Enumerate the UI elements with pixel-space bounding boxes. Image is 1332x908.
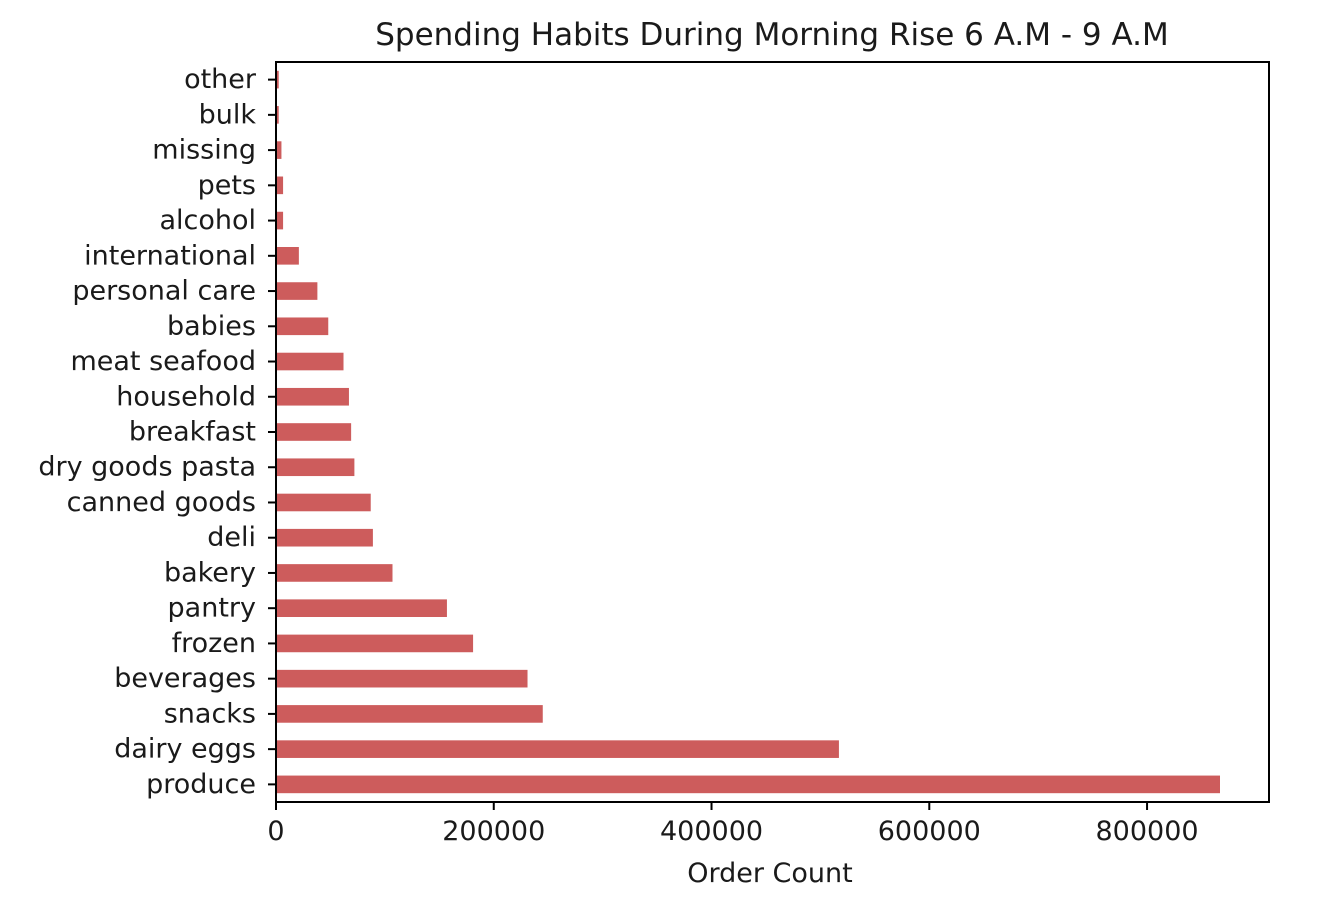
x-tick-label-0: 0 bbox=[267, 816, 284, 847]
bar-bakery bbox=[276, 564, 393, 582]
y-tick-label-other: other bbox=[184, 64, 257, 95]
y-tick-label-snacks: snacks bbox=[164, 698, 256, 729]
plot-frame bbox=[275, 61, 1270, 803]
bar-canned-goods bbox=[276, 493, 371, 512]
bar-international bbox=[276, 247, 299, 265]
y-tick-label-meat-seafood: meat seafood bbox=[70, 346, 256, 377]
bar-household bbox=[276, 387, 349, 406]
bar-babies bbox=[276, 317, 329, 336]
bar-frozen bbox=[276, 634, 474, 653]
y-tick-label-alcohol: alcohol bbox=[159, 205, 256, 236]
bar-bulk bbox=[276, 106, 279, 124]
bar-beverages bbox=[276, 669, 528, 688]
y-tick-label-household: household bbox=[116, 381, 256, 412]
x-tick-label-800000: 800000 bbox=[1096, 816, 1199, 847]
y-tick-label-bulk: bulk bbox=[199, 99, 257, 130]
bar-meat-seafood bbox=[276, 352, 344, 371]
bar-snacks bbox=[276, 705, 543, 723]
y-tick-label-missing: missing bbox=[152, 135, 256, 166]
bar-pantry bbox=[276, 599, 447, 617]
x-tick-label-200000: 200000 bbox=[442, 816, 545, 847]
y-tick-label-personal-care: personal care bbox=[72, 276, 256, 307]
y-tick-label-pantry: pantry bbox=[168, 593, 256, 624]
bar-missing bbox=[276, 141, 282, 159]
bar-dry-goods-pasta bbox=[276, 458, 355, 477]
bar-pets bbox=[276, 176, 284, 195]
y-tick-label-breakfast: breakfast bbox=[129, 417, 256, 448]
bar-personal-care bbox=[276, 282, 318, 300]
y-tick-label-international: international bbox=[84, 240, 256, 271]
y-tick-label-deli: deli bbox=[207, 522, 256, 553]
y-tick-label-frozen: frozen bbox=[172, 628, 256, 659]
x-tick-label-600000: 600000 bbox=[878, 816, 981, 847]
x-axis-label: Order Count bbox=[687, 858, 853, 889]
bar-other bbox=[276, 70, 279, 89]
y-tick-label-dairy-eggs: dairy eggs bbox=[114, 734, 256, 765]
y-tick-label-bakery: bakery bbox=[164, 557, 256, 588]
y-tick-label-babies: babies bbox=[167, 311, 256, 342]
bar-deli bbox=[276, 528, 373, 547]
bar-dairy-eggs bbox=[276, 740, 839, 758]
y-tick-label-produce: produce bbox=[146, 769, 256, 800]
y-tick-label-canned-goods: canned goods bbox=[67, 487, 256, 518]
x-tick-label-400000: 400000 bbox=[660, 816, 763, 847]
y-tick-label-dry-goods-pasta: dry goods pasta bbox=[38, 452, 256, 483]
bar-breakfast bbox=[276, 423, 352, 441]
bar-produce bbox=[276, 775, 1220, 794]
chart-title: Spending Habits During Morning Rise 6 A.… bbox=[375, 17, 1169, 53]
bar-alcohol bbox=[276, 211, 284, 230]
y-tick-label-beverages: beverages bbox=[114, 663, 256, 694]
y-tick-label-pets: pets bbox=[198, 170, 256, 201]
